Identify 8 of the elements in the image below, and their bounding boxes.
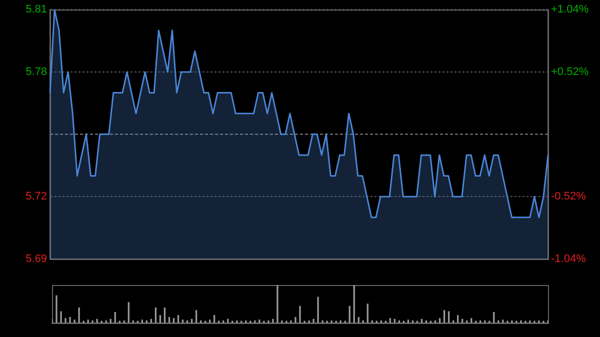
y2-tick-label: +1.04% — [551, 4, 589, 16]
y-tick-label: 5.78 — [26, 66, 47, 78]
y2-tick-label: -1.04% — [551, 253, 586, 266]
y-tick-label: 5.69 — [26, 253, 47, 266]
y2-tick-label: -0.52% — [551, 190, 586, 203]
y-tick-label: 5.81 — [26, 4, 47, 16]
y-tick-label: 5.72 — [26, 190, 47, 203]
y2-tick-label: +0.52% — [551, 66, 589, 78]
